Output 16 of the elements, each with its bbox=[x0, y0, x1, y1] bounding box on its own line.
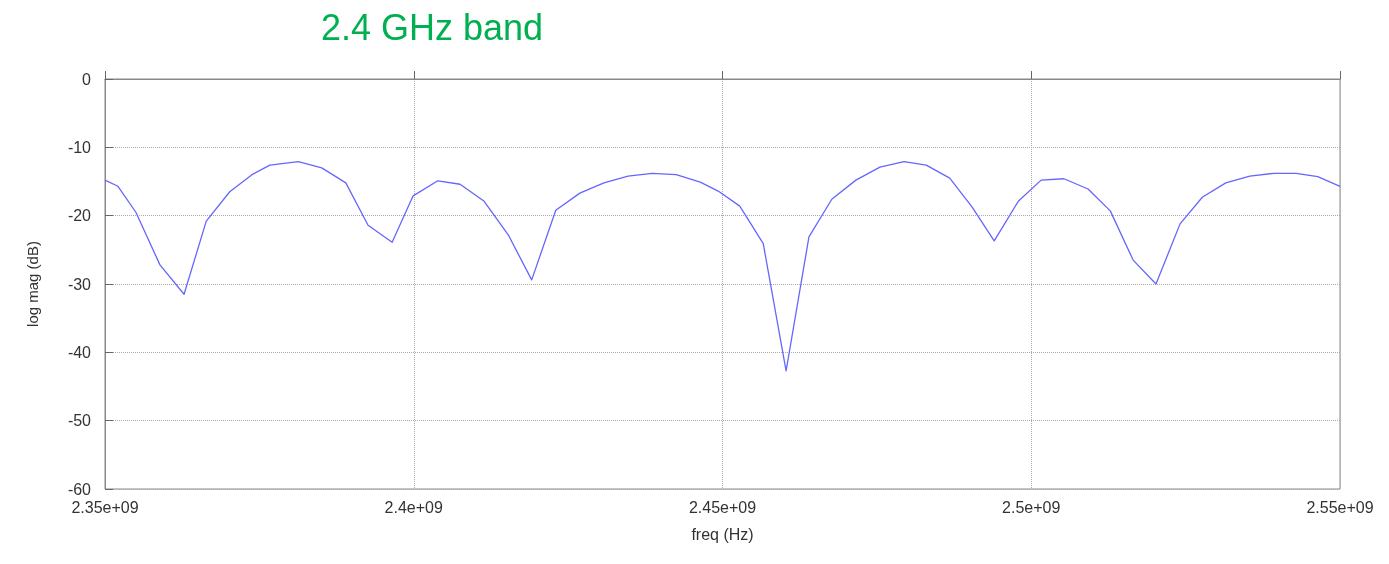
x-tick-label: 2.45e+09 bbox=[688, 498, 757, 516]
y-tick-label: -20 bbox=[67, 207, 92, 225]
x-tick-label: 2.35e+09 bbox=[71, 498, 139, 516]
y-tick-label: -10 bbox=[67, 138, 92, 156]
x-tick-label: 2.4e+09 bbox=[384, 498, 443, 516]
y-tick-label: -40 bbox=[67, 343, 92, 361]
x-tick-label: 2.5e+09 bbox=[1002, 498, 1061, 516]
y-axis-title: log mag (dB) bbox=[24, 241, 41, 327]
y-tick-label: 0 bbox=[82, 70, 92, 88]
chart-title: 2.4 GHz band bbox=[321, 6, 544, 48]
y-tick-label: -60 bbox=[67, 480, 92, 498]
x-tick-label: 2.55e+09 bbox=[1306, 498, 1374, 516]
line-series bbox=[104, 161, 1341, 372]
x-axis-title: freq (Hz) bbox=[691, 525, 754, 543]
y-tick-label: -50 bbox=[67, 412, 92, 430]
y-tick-label: -30 bbox=[67, 275, 92, 293]
